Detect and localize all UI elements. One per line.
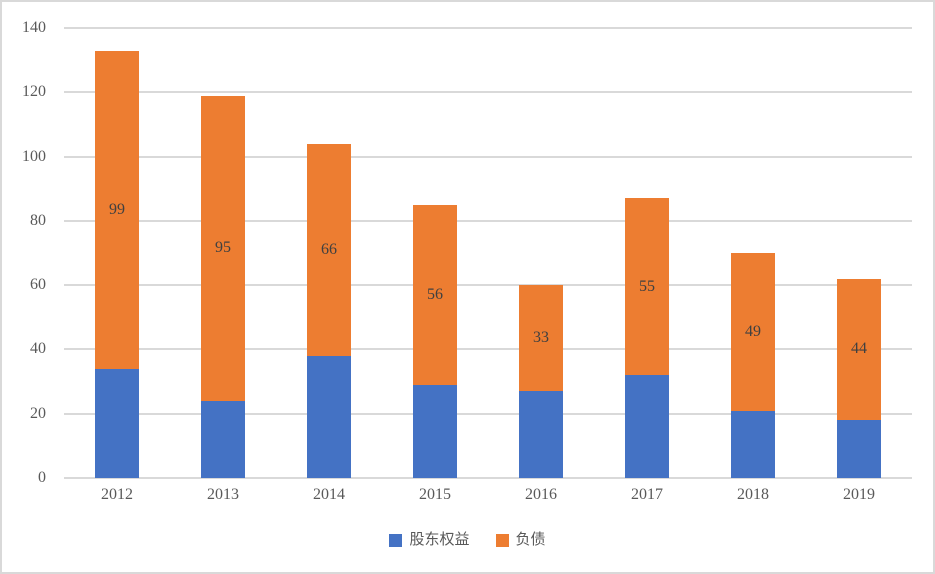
data-label: 66 — [321, 240, 337, 258]
bar-segment-liabilities: 56 — [413, 204, 457, 385]
liabilities-swatch-icon — [495, 534, 509, 547]
gridlines — [64, 27, 912, 479]
bars: 99 95 66 56 33 55 49 44 — [64, 28, 912, 478]
x-tick-label: 2013 — [207, 486, 239, 503]
gridline — [64, 27, 912, 29]
bar-segment-equity — [201, 400, 245, 478]
y-tick-label: 0 — [38, 469, 46, 486]
data-label: 44 — [851, 340, 867, 358]
bar-slot: 56 — [382, 28, 488, 478]
bar-segment-equity — [413, 384, 457, 478]
gridline — [64, 155, 912, 158]
bar-slot: 33 — [488, 28, 594, 478]
bar-segment-equity — [519, 391, 563, 478]
y-axis-labels: 0 20 40 60 80 100 120 140 — [2, 20, 46, 486]
x-tick-label: 2018 — [737, 486, 769, 503]
legend-label-equity: 股东权益 — [409, 532, 470, 548]
x-tick-label: 2012 — [101, 486, 133, 503]
data-label: 95 — [215, 239, 231, 257]
x-tick-label: 2016 — [525, 486, 557, 503]
stacked-bar-2013: 95 — [201, 28, 245, 478]
bar-segment-equity — [307, 355, 351, 478]
gridline — [64, 219, 912, 222]
y-tick-label: 100 — [22, 147, 46, 165]
data-label: 49 — [745, 322, 761, 340]
y-tick-label: 80 — [30, 211, 46, 229]
stacked-bar-2018: 49 — [731, 28, 775, 478]
x-tick-label: 2014 — [313, 486, 345, 503]
bar-slot: 99 — [64, 28, 170, 478]
stacked-bar-2012: 99 — [95, 28, 139, 478]
bar-segment-equity — [837, 420, 881, 478]
stacked-bar-2017: 55 — [625, 28, 669, 478]
bar-segment-equity — [95, 368, 139, 478]
y-tick-label: 140 — [22, 19, 46, 36]
gridline — [64, 477, 912, 479]
bar-segment-liabilities: 49 — [731, 253, 775, 411]
data-label: 33 — [533, 329, 549, 347]
x-tick-label: 2017 — [631, 486, 663, 503]
x-tick-label: 2019 — [843, 486, 875, 503]
bar-slot: 95 — [170, 28, 276, 478]
bar-slot: 49 — [700, 28, 806, 478]
y-tick-label: 120 — [22, 83, 46, 101]
stacked-bar-2014: 66 — [307, 28, 351, 478]
y-tick-label: 60 — [30, 276, 46, 294]
bar-segment-liabilities: 66 — [307, 143, 351, 356]
equity-swatch-icon — [389, 534, 403, 547]
bar-segment-liabilities: 44 — [837, 278, 881, 421]
gridline — [64, 91, 912, 94]
y-tick-label: 20 — [30, 404, 46, 422]
data-label: 99 — [109, 200, 125, 218]
x-axis-labels: 2012 2013 2014 2015 2016 2017 2018 2019 — [64, 486, 912, 504]
legend-label-liabilities: 负债 — [515, 532, 546, 548]
stacked-bar-2019: 44 — [837, 28, 881, 478]
bar-segment-liabilities: 99 — [95, 50, 139, 369]
legend: 股东权益 负债 — [2, 533, 933, 548]
y-tick-label: 40 — [30, 340, 46, 358]
bar-segment-liabilities: 33 — [519, 285, 563, 392]
stacked-bar-2016: 33 — [519, 28, 563, 478]
bar-segment-equity — [625, 375, 669, 478]
data-label: 55 — [639, 277, 655, 295]
plot-area: 99 95 66 56 33 55 49 44 — [64, 27, 912, 479]
bar-segment-equity — [731, 410, 775, 478]
gridline — [64, 284, 912, 287]
data-label: 56 — [427, 285, 443, 303]
bar-segment-liabilities: 95 — [201, 95, 245, 401]
bar-segment-liabilities: 55 — [625, 198, 669, 376]
legend-item-liabilities: 负债 — [495, 532, 546, 548]
bar-slot: 55 — [594, 28, 700, 478]
x-tick-label: 2015 — [419, 486, 451, 503]
bar-slot: 66 — [276, 28, 382, 478]
legend-item-equity: 股东权益 — [389, 532, 470, 548]
bar-slot: 44 — [806, 28, 912, 478]
gridline — [64, 412, 912, 415]
stacked-bar-2015: 56 — [413, 28, 457, 478]
gridline — [64, 348, 912, 351]
